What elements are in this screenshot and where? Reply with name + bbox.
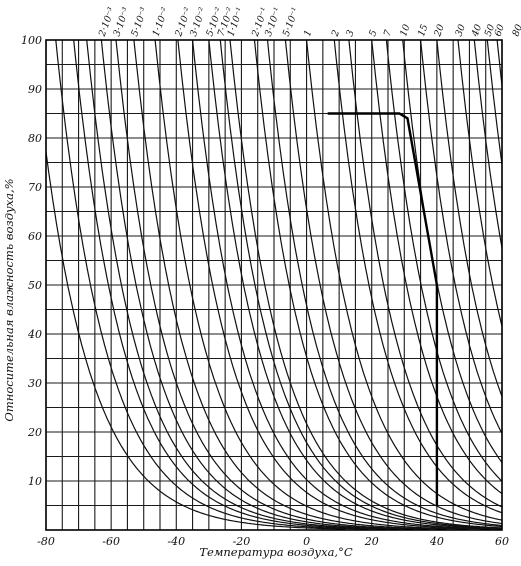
x-axis-ticks: -80 -60 -40 -20 0 20 40 60	[37, 535, 509, 548]
curve-line	[266, 40, 502, 527]
y-tick-label: 100	[21, 34, 42, 47]
curve-label: 3	[344, 29, 356, 38]
curve-line	[229, 40, 502, 529]
highlight-line	[327, 112, 439, 506]
y-tick-label: 10	[28, 475, 42, 488]
curve-line	[115, 40, 429, 530]
curve-line	[208, 40, 502, 530]
x-tick-label: -20	[233, 535, 251, 548]
curve-label: 30	[453, 23, 467, 38]
grid	[45, 39, 503, 531]
x-tick-label: 40	[429, 535, 444, 548]
curve-line	[420, 40, 502, 435]
y-tick-label: 30	[28, 377, 42, 390]
y-tick-label: 90	[28, 83, 42, 96]
y-tick-label: 20	[27, 426, 42, 439]
curve-line	[73, 40, 387, 530]
curve-line	[385, 40, 502, 483]
curve-line	[154, 40, 468, 530]
curve-line	[55, 40, 369, 530]
curve-label: 10	[398, 23, 412, 38]
curves	[46, 40, 521, 530]
y-tick-label: 80	[28, 132, 42, 145]
curve-line	[46, 147, 346, 530]
curve-line	[253, 40, 502, 528]
curve-line	[371, 40, 502, 495]
curve-label: 5	[367, 29, 379, 38]
curve-line	[402, 40, 502, 464]
frame-rect	[45, 39, 503, 531]
curve-line	[100, 40, 415, 530]
x-tick-label: -60	[102, 535, 120, 548]
curve-label: 5·10⁻¹	[281, 6, 302, 38]
curve-line	[348, 40, 502, 508]
curve-line	[306, 40, 502, 521]
curve-label: 80	[510, 23, 521, 38]
curve-label: 60	[493, 23, 507, 38]
curve-label: 20	[432, 23, 447, 39]
curve-line	[133, 40, 447, 530]
curve-line	[177, 40, 491, 530]
x-tick-label: 0	[303, 535, 310, 548]
curve-line	[86, 40, 400, 530]
curve-label: 15	[416, 23, 430, 38]
curve-label: 1·10⁻²	[151, 6, 172, 38]
curve-line	[284, 40, 502, 525]
curve-line	[515, 40, 521, 529]
y-axis-ticks: 10 20 30 40 50 60 70 80 90 100	[21, 34, 42, 488]
curve-line	[192, 40, 502, 530]
curve-label: 7	[382, 28, 395, 38]
plot-frame	[45, 39, 503, 531]
highlighted-path	[327, 112, 439, 506]
curve-labels: 2·10⁻³3·10⁻³5·10⁻³ 1·10⁻² 2·10⁻²3·10⁻²5·10…	[97, 6, 521, 39]
curve-line	[333, 40, 502, 514]
curve-label: 5·10⁻³	[129, 6, 150, 38]
y-tick-label: 50	[28, 279, 42, 292]
y-tick-label: 60	[28, 230, 42, 243]
x-tick-label: -40	[167, 535, 185, 548]
curve-label: 2	[329, 29, 342, 39]
x-tick-label: 60	[495, 535, 509, 548]
curve-line	[436, 40, 502, 399]
y-axis-title: Относительная влажность воздуха,%	[2, 178, 16, 421]
x-axis-title: Температура воздуха,°С	[199, 545, 352, 559]
curve-label: 1	[302, 29, 314, 38]
x-tick-label: -80	[37, 535, 55, 548]
curve-label: 50	[483, 23, 497, 38]
curve-label: 40	[469, 23, 484, 39]
y-tick-label: 70	[28, 181, 42, 194]
y-tick-label: 40	[27, 328, 42, 341]
x-tick-label: 20	[364, 535, 379, 548]
